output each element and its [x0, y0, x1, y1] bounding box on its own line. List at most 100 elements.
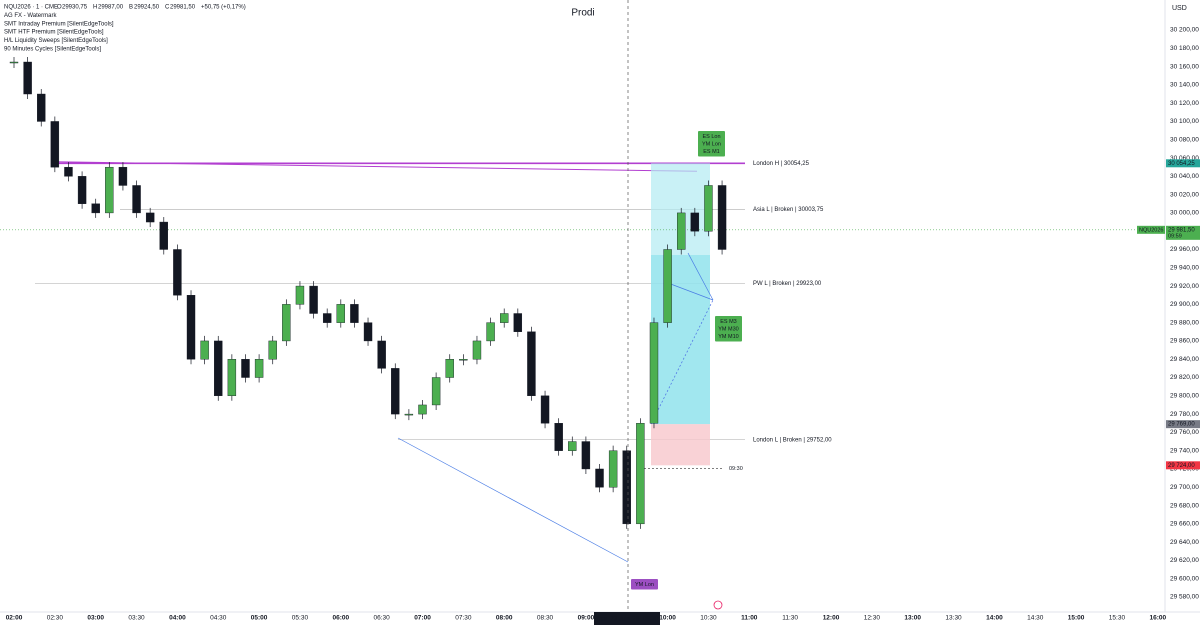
candle — [363, 322, 373, 342]
symbol-tag-label: NQU2026 — [1139, 227, 1163, 233]
symbol: NQU2026 · 1 · CME — [4, 5, 58, 11]
candle — [77, 176, 87, 204]
time-tick-label: 04:30 — [210, 615, 227, 622]
smt-line — [687, 252, 714, 301]
candle — [159, 221, 168, 250]
indicator-label: SMT HTF Premium [SilentEdgeTools] — [4, 30, 104, 36]
annotation-text: ES M1 — [703, 149, 720, 155]
price-tag-label: 29 981,50 — [1168, 227, 1195, 233]
time-tick-label: 12:30 — [864, 615, 881, 622]
candle — [445, 359, 454, 378]
time-tick-label: 07:30 — [455, 615, 472, 622]
entry-time: 09:30 — [729, 466, 743, 472]
candle — [186, 295, 196, 360]
candle — [91, 203, 100, 214]
price-tick-label: 30 080,00 — [1170, 136, 1199, 143]
level-label: London H | 30054,25 — [753, 161, 810, 167]
time-tick-label: 11:30 — [782, 615, 798, 622]
time-tick-label: 16:00 — [1149, 615, 1166, 622]
candle — [404, 413, 414, 416]
ohlc-value: 29924,50 — [134, 5, 160, 11]
replay-icon — [713, 600, 723, 610]
price-tick-label: 29 760,00 — [1170, 429, 1199, 436]
time-tick-label: 14:30 — [1027, 615, 1044, 622]
ohlc-value: 29981,50 — [170, 5, 196, 11]
candle — [527, 331, 536, 397]
price-tick-label: 29 780,00 — [1170, 411, 1199, 418]
price-tick-label: 29 920,00 — [1170, 283, 1199, 290]
candle — [118, 166, 128, 186]
candle — [227, 359, 237, 397]
time-tick-label: 02:30 — [47, 615, 64, 622]
time-tick-label: 06:30 — [374, 615, 391, 622]
smt-line — [397, 437, 629, 563]
candle — [581, 441, 591, 470]
annotation-box — [698, 131, 725, 157]
time-tick-label: 02:00 — [6, 615, 23, 622]
price-tick-label: 29 620,00 — [1170, 557, 1199, 564]
cursor-time: 09:30 — [643, 617, 659, 623]
annotation-text: YM Lon — [702, 141, 721, 147]
candle — [391, 368, 400, 415]
ohlc-key: B — [129, 5, 133, 11]
candle — [663, 249, 672, 323]
time-tick-label: 14:00 — [986, 615, 1003, 622]
change: +50,75 (+0,17%) — [201, 5, 246, 11]
price-tag — [1166, 420, 1200, 429]
price-tick-label: 30 200,00 — [1170, 27, 1199, 34]
candle — [704, 185, 713, 232]
price-tick-label: 30 020,00 — [1170, 191, 1199, 198]
level-label: Asia L | Broken | 30003,75 — [753, 207, 824, 213]
candle — [568, 441, 577, 451]
price-tag-label: 29 724,00 — [1168, 463, 1195, 469]
annotation-text: ES Lon — [702, 134, 720, 140]
cursor-bg — [594, 612, 660, 625]
symbol-tag — [1137, 225, 1165, 234]
price-tag-label: 30 054,25 — [1168, 161, 1195, 167]
time-tick-label: 08:30 — [537, 615, 554, 622]
annotation-text: YM M10 — [718, 334, 738, 340]
price-tick-label: 30 100,00 — [1170, 118, 1199, 125]
currency-label: USD — [1172, 5, 1187, 12]
watermark: Prodi — [571, 8, 594, 19]
annotation-box — [631, 579, 658, 590]
candle — [459, 359, 468, 361]
candle — [717, 185, 727, 250]
candle — [322, 313, 332, 323]
price-tick-label: 29 700,00 — [1170, 484, 1199, 491]
ohlc-key: O — [57, 5, 62, 11]
ohlc-value: 29930,75 — [62, 5, 88, 11]
price-tick-label: 29 900,00 — [1170, 301, 1199, 308]
ohlc-key: H — [93, 5, 97, 11]
time-tick-label: 05:30 — [292, 615, 309, 622]
candle — [132, 185, 141, 214]
candle — [622, 450, 631, 525]
candle — [23, 61, 32, 95]
candle — [540, 395, 550, 424]
candle — [418, 404, 427, 415]
price-tag-label: 29 769,00 — [1168, 422, 1195, 428]
ohlc-key: C — [165, 5, 170, 11]
candle — [9, 61, 19, 64]
indicator-label: 90 Minutes Cycles [SilentEdgeTools] — [4, 46, 101, 52]
time-tick-label: 11:00 — [741, 615, 758, 622]
candle — [282, 304, 291, 342]
smt-line — [667, 282, 714, 301]
price-tick-label: 30 060,00 — [1170, 155, 1199, 162]
price-tick-label: 29 840,00 — [1170, 356, 1199, 363]
price-tick-label: 29 960,00 — [1170, 246, 1199, 253]
time-tick-label: 07:00 — [414, 615, 431, 622]
target-zone-filled — [651, 255, 710, 425]
level-label: PW L | Broken | 29923,00 — [753, 281, 822, 287]
candle — [295, 285, 305, 305]
level-label: London L | Broken | 29752,00 — [753, 437, 832, 443]
time-tick-label: 15:30 — [1109, 615, 1126, 622]
candle — [690, 212, 700, 232]
price-tick-label: 29 800,00 — [1170, 393, 1199, 400]
time-tick-label: 06:00 — [332, 615, 349, 622]
time-tick-label: 03:30 — [128, 615, 145, 622]
time-tick-label: 08:00 — [496, 615, 513, 622]
time-tick-label: 13:30 — [945, 615, 962, 622]
candle — [486, 322, 495, 342]
